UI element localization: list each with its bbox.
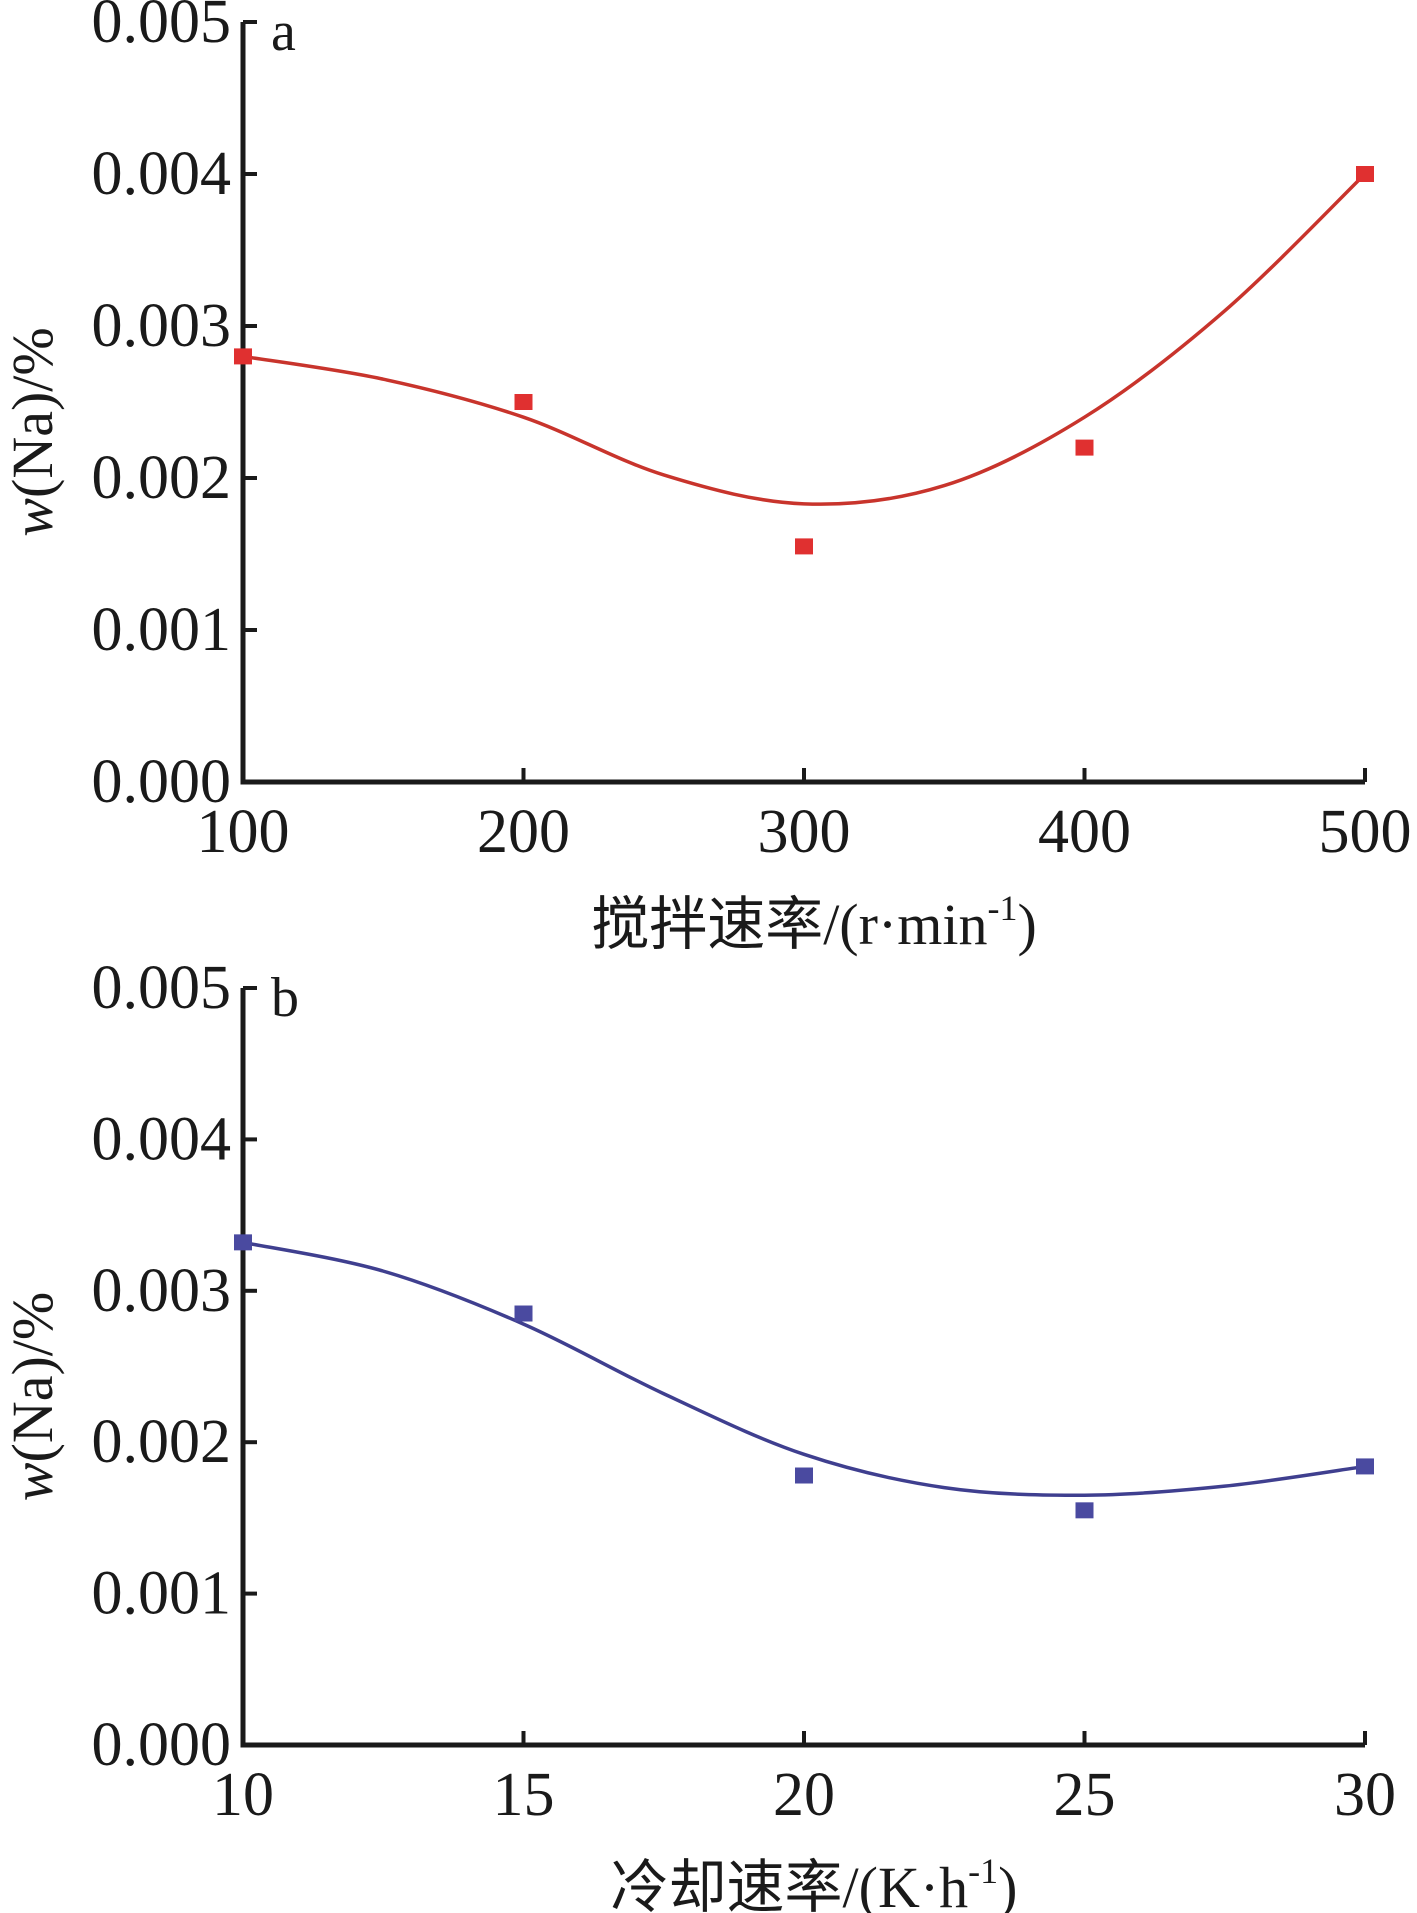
panel-letter: b xyxy=(271,967,299,1029)
y-axis-title-var: w xyxy=(0,1462,65,1501)
x-tick-label: 300 xyxy=(758,798,851,866)
x-axis-title-end: ) xyxy=(1017,892,1036,957)
y-tick-label: 0.003 xyxy=(92,292,232,360)
x-tick-label: 10 xyxy=(212,1761,274,1829)
y-tick-label: 0.005 xyxy=(92,0,232,56)
y-axis-title-rest: (Na)/% xyxy=(0,1292,65,1463)
data-point xyxy=(795,538,813,555)
y-tick-label: 0.002 xyxy=(92,444,232,512)
data-point xyxy=(514,394,533,410)
y-tick-label: 0.004 xyxy=(92,140,232,208)
data-point xyxy=(795,1467,813,1484)
data-point xyxy=(234,1234,252,1251)
y-axis-title: w(Na)/% xyxy=(0,327,65,536)
x-axis-title-main: 搅拌速率/(r·min xyxy=(591,892,987,957)
y-axis-title: w(Na)/% xyxy=(0,1292,65,1501)
chart-panel-a: 0.000 0.001 0.002 0.003 0.004 0.005 100 200 300 4… xyxy=(0,0,1412,957)
x-tick-label: 200 xyxy=(477,798,570,866)
x-tick-label: 25 xyxy=(1054,1761,1116,1829)
data-point xyxy=(234,348,252,365)
y-tick-label: 0.003 xyxy=(92,1257,232,1325)
x-axis-title-sup: -1 xyxy=(968,1851,998,1891)
data-point xyxy=(514,1305,533,1322)
x-tick-label: 400 xyxy=(1038,798,1131,866)
y-tick-label: 0.001 xyxy=(92,1560,232,1628)
y-tick-label: 0.001 xyxy=(92,596,232,664)
y-tick-label: 0.002 xyxy=(92,1408,232,1476)
data-point xyxy=(1356,1458,1374,1475)
x-axis-title-main: 冷却速率/(K·h xyxy=(611,1855,969,1913)
x-axis-title-end: ) xyxy=(998,1855,1017,1913)
chart-panel-b: 0.000 0.001 0.002 0.003 0.004 0.005 10 15 20 25 30… xyxy=(0,954,1396,1913)
x-axis-title-sup: -1 xyxy=(987,888,1017,928)
y-tick-label: 0.005 xyxy=(92,954,232,1022)
y-axis-title-rest: (Na)/% xyxy=(0,327,65,498)
x-tick-label: 500 xyxy=(1319,798,1412,866)
y-tick-label: 0.000 xyxy=(92,1711,232,1779)
x-tick-label: 20 xyxy=(773,1761,835,1829)
panel-letter: a xyxy=(271,1,296,63)
x-tick-label: 15 xyxy=(493,1761,555,1829)
y-axis-title-var: w xyxy=(0,498,65,537)
data-point xyxy=(1356,166,1374,182)
x-tick-label: 30 xyxy=(1334,1761,1396,1829)
data-point xyxy=(1075,1502,1094,1519)
axes-frame xyxy=(240,988,1365,1748)
x-tick-label: 100 xyxy=(197,798,290,866)
y-tick-label: 0.004 xyxy=(92,1105,232,1173)
y-tick-label: 0.000 xyxy=(92,748,232,816)
x-axis-title: 冷却速率/(K·h-1) xyxy=(611,1851,1018,1913)
fit-curve xyxy=(242,172,1367,506)
data-point xyxy=(1075,439,1094,456)
x-axis-title: 搅拌速率/(r·min-1) xyxy=(591,888,1037,957)
axes-frame xyxy=(240,22,1365,785)
fit-curve xyxy=(242,1240,1366,1497)
